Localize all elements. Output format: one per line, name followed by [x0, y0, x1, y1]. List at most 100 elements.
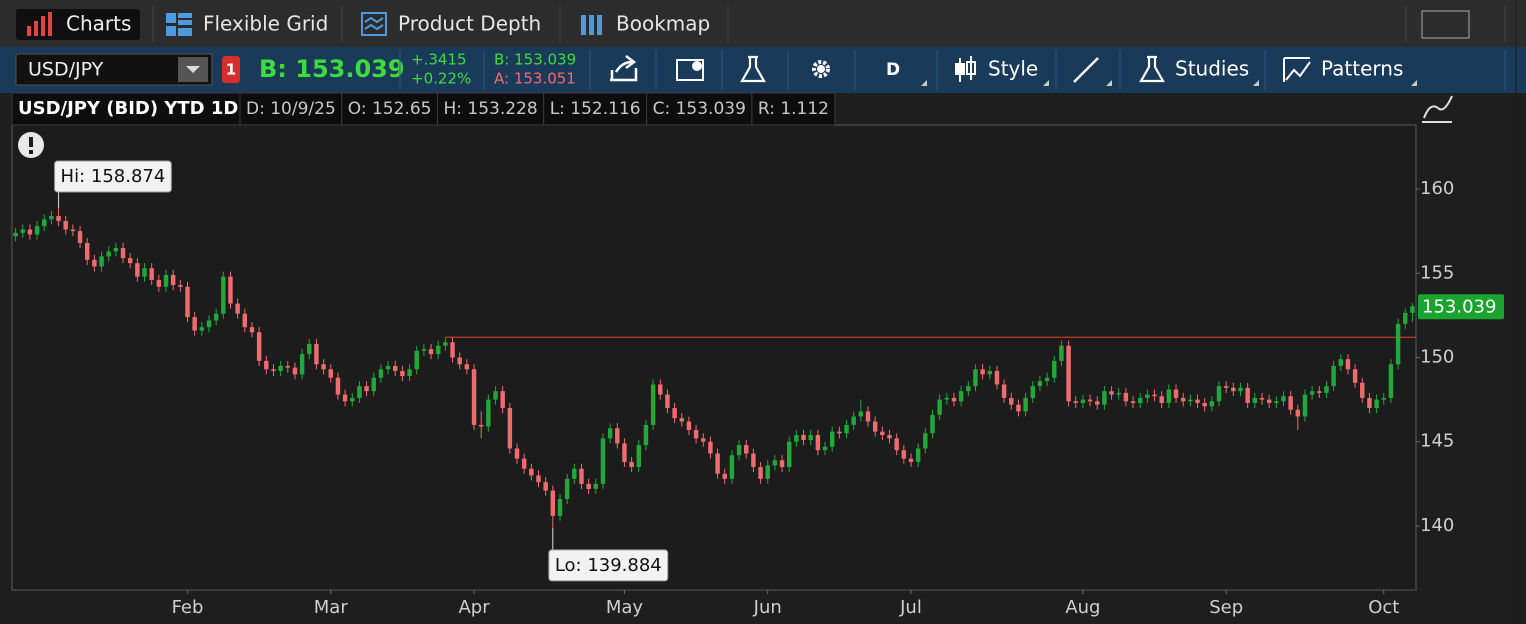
candle-body: [170, 274, 176, 286]
candle-body: [1331, 365, 1336, 387]
candle-body: [908, 458, 914, 462]
header-cell: [751, 92, 836, 126]
candle-body: [973, 369, 978, 387]
candle-body: [1317, 391, 1322, 393]
header-field: R: 1.112: [758, 99, 829, 119]
flask-icon[interactable]: [740, 55, 766, 83]
tool-label[interactable]: Patterns: [1321, 57, 1403, 81]
candle-body: [63, 221, 68, 230]
candle-body: [1324, 386, 1329, 393]
symbol-box[interactable]: [15, 53, 213, 86]
window-button[interactable]: [1421, 10, 1470, 39]
candle-body: [1266, 399, 1272, 403]
y-tick-label: 145: [1420, 431, 1454, 452]
candle-body: [586, 483, 591, 489]
candle-body: [543, 482, 548, 491]
x-tick-label: Oct: [1368, 597, 1399, 618]
dropdown-arrow: [186, 66, 200, 73]
candle-body: [443, 342, 448, 346]
candle-body: [786, 441, 792, 468]
candle-body: [744, 445, 749, 454]
candle-body: [99, 256, 104, 267]
header-cell: [543, 92, 648, 126]
symbol[interactable]: USD/JPY: [28, 59, 104, 81]
candle-body: [966, 386, 971, 392]
candle-body: [937, 399, 942, 415]
tab-label[interactable]: Bookmap: [616, 12, 710, 36]
candle-body: [615, 428, 620, 444]
candle-body: [765, 465, 770, 479]
chart-style-icon[interactable]: [1422, 95, 1453, 123]
candle-body: [371, 377, 376, 392]
header-cell: [239, 92, 343, 126]
candle-body: [464, 364, 470, 370]
info-icon[interactable]: [676, 59, 704, 81]
candle-body: [837, 431, 842, 434]
tab-label[interactable]: Flexible Grid: [203, 12, 328, 36]
candle-body: [256, 332, 262, 361]
candle-body: [92, 259, 97, 267]
candle-body: [1352, 369, 1358, 383]
alert-count: 1: [226, 61, 236, 79]
candle-body: [328, 369, 333, 378]
tool-label[interactable]: Studies: [1175, 57, 1249, 81]
x-tick-label: Apr: [458, 597, 490, 618]
bookmap-icon: [581, 15, 602, 35]
candle-body: [1059, 345, 1064, 361]
chart-toolbar: [0, 47, 1526, 93]
candle-body: [887, 435, 892, 439]
candle-body: [1360, 382, 1365, 398]
candle-body: [185, 286, 190, 318]
share-icon[interactable]: [610, 55, 638, 82]
candle-body: [342, 394, 348, 402]
aggregation[interactable]: D: [886, 60, 900, 80]
percent-change: +0.22%: [411, 70, 471, 88]
candle-body: [736, 445, 742, 456]
candle-body: [951, 397, 957, 402]
candle-body: [894, 438, 899, 451]
candle-body: [1145, 394, 1150, 398]
plot: 140 145 150 155 160 Feb Mar Apr May Jun Jul Aug Sep O…: [13, 160, 1504, 618]
corner-arrow: [1043, 80, 1049, 86]
gear-icon[interactable]: [812, 60, 830, 78]
active-tab[interactable]: [16, 9, 140, 40]
candle-body: [428, 349, 434, 355]
depth-icon: [361, 12, 387, 36]
tab-label[interactable]: Charts: [66, 12, 131, 36]
tool-label[interactable]: Style: [988, 57, 1038, 81]
candle-body: [307, 344, 312, 355]
candle-body: [1044, 377, 1050, 382]
patterns-icon: [1283, 57, 1311, 82]
candle-body: [1274, 401, 1279, 403]
y-tick-label: 160: [1420, 178, 1454, 199]
candle-body: [113, 247, 119, 252]
candle-body: [1231, 387, 1236, 392]
x-tick-label: Feb: [172, 597, 204, 618]
candle-body: [120, 247, 126, 259]
candle-body: [636, 445, 642, 468]
line-tool-icon[interactable]: [1073, 57, 1099, 83]
y-tick-label: 155: [1420, 262, 1454, 283]
candle-body: [722, 473, 727, 479]
last-price-badge: [1418, 294, 1504, 320]
candle-body: [34, 226, 40, 235]
candle-body: [579, 468, 584, 484]
candle-body: [822, 446, 828, 451]
candle-body: [550, 490, 556, 516]
tab-label[interactable]: Product Depth: [398, 12, 541, 36]
candle-body: [1037, 381, 1043, 387]
candle-body: [729, 455, 735, 479]
candle-body: [1374, 399, 1379, 409]
candle-body: [507, 408, 513, 449]
candle-body: [235, 303, 240, 314]
net-change: +.3415: [411, 51, 467, 69]
alert-badge[interactable]: [222, 56, 240, 83]
candle-body: [1410, 306, 1415, 313]
header-field: H: 153.228: [443, 99, 537, 119]
candle-body: [127, 258, 133, 264]
candle-body: [872, 421, 878, 432]
candle-body: [42, 219, 47, 227]
candle-body: [206, 320, 212, 328]
title-cell: [11, 92, 241, 126]
